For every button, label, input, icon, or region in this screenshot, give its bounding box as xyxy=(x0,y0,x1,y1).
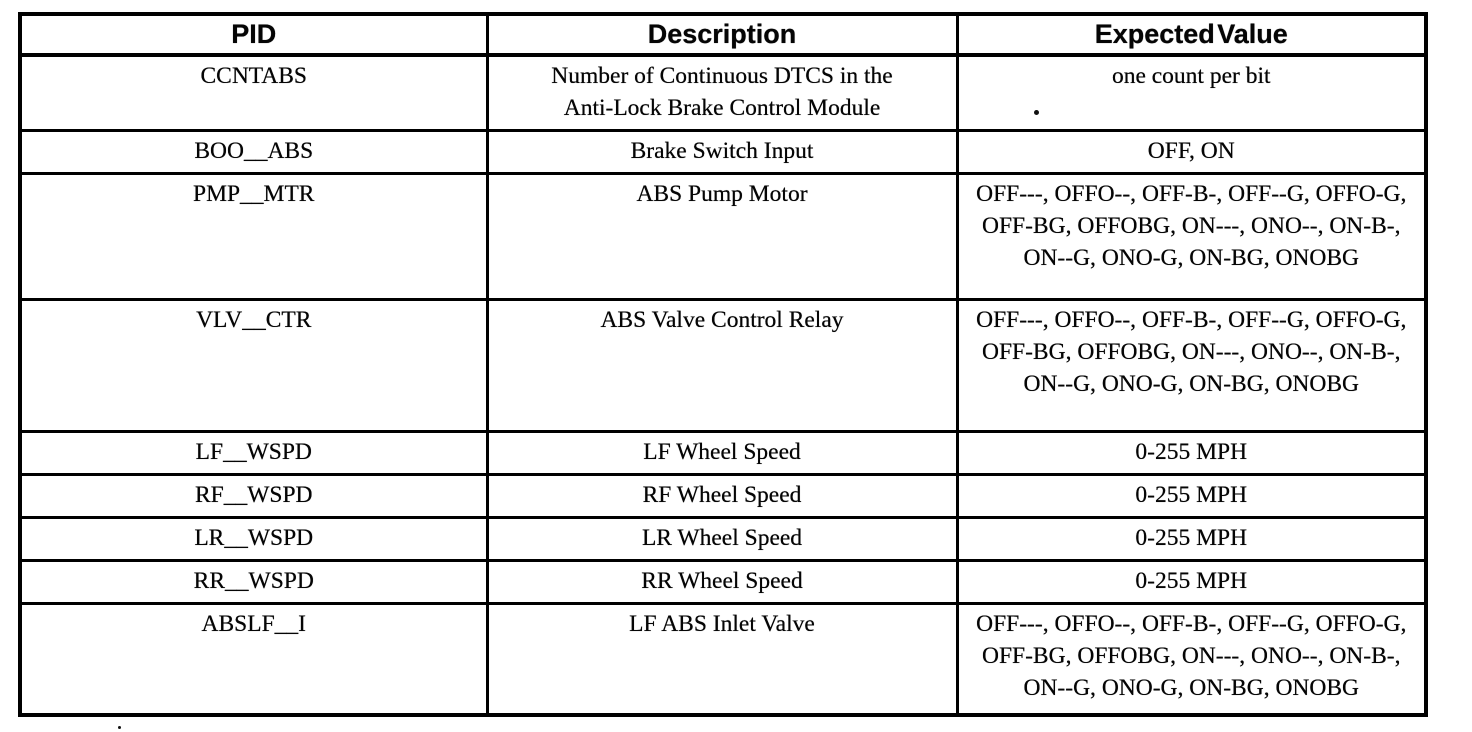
cell-expected-value: OFF, ON xyxy=(955,128,1428,175)
table-row: LF__WSPD LF Wheel Speed 0-255 MPH xyxy=(18,429,1428,476)
column-header-pid: PID xyxy=(18,12,489,57)
cell-expected-value: one count per bit xyxy=(955,53,1428,132)
cell-pid: ABSLF__I xyxy=(18,601,489,717)
cell-pid: RR__WSPD xyxy=(18,558,489,605)
scan-speckle xyxy=(118,726,121,729)
table-row: VLV__CTR ABS Valve Control Relay OFF---, O… xyxy=(18,297,1428,433)
cell-expected-value: OFF---, OFFO--, OFF-B-, OFF--G, OFFO-G, … xyxy=(955,601,1428,717)
cell-pid: RF__WSPD xyxy=(18,472,489,519)
scan-speckle xyxy=(1034,110,1039,115)
cell-description: LF Wheel Speed xyxy=(485,429,959,476)
cell-expected-value: 0-255 MPH xyxy=(955,429,1428,476)
cell-expected-value: 0-255 MPH xyxy=(955,472,1428,519)
table-row: RR__WSPD RR Wheel Speed 0-255 MPH xyxy=(18,558,1428,605)
table-row: CCNTABS Number of Continuous DTCS in the … xyxy=(18,53,1428,132)
table-row: RF__WSPD RF Wheel Speed 0-255 MPH xyxy=(18,472,1428,519)
cell-description: LF ABS Inlet Valve xyxy=(485,601,959,717)
table-row: LR__WSPD LR Wheel Speed 0-255 MPH xyxy=(18,515,1428,562)
cell-pid: LF__WSPD xyxy=(18,429,489,476)
cell-description: RR Wheel Speed xyxy=(485,558,959,605)
pid-table: PID Description Expected Value CCNTABS Nu… xyxy=(18,12,1428,718)
table-row: PMP__MTR ABS Pump Motor OFF---, OFFO--, OF… xyxy=(18,171,1428,301)
cell-expected-value: 0-255 MPH xyxy=(955,558,1428,605)
cell-description: ABS Pump Motor xyxy=(485,171,959,301)
column-header-expected-value: Expected Value xyxy=(955,12,1428,57)
column-header-description: Description xyxy=(485,12,959,57)
cell-description: Number of Continuous DTCS in the Anti-Lo… xyxy=(485,53,959,132)
cell-description: RF Wheel Speed xyxy=(485,472,959,519)
cell-description: Brake Switch Input xyxy=(485,128,959,175)
header-row: PID Description Expected Value xyxy=(18,12,1428,57)
cell-description: ABS Valve Control Relay xyxy=(485,297,959,433)
cell-expected-value: OFF---, OFFO--, OFF-B-, OFF--G, OFFO-G, … xyxy=(955,171,1428,301)
table-row: ABSLF__I LF ABS Inlet Valve OFF---, OFFO--… xyxy=(18,601,1428,717)
cell-pid: CCNTABS xyxy=(18,53,489,132)
cell-pid: BOO__ABS xyxy=(18,128,489,175)
cell-pid: PMP__MTR xyxy=(18,171,489,301)
table-row: BOO__ABS Brake Switch Input OFF, ON xyxy=(18,128,1428,175)
cell-description: LR Wheel Speed xyxy=(485,515,959,562)
cell-pid: LR__WSPD xyxy=(18,515,489,562)
cell-expected-value: OFF---, OFFO--, OFF-B-, OFF--G, OFFO-G, … xyxy=(955,297,1428,433)
cell-expected-value: 0-255 MPH xyxy=(955,515,1428,562)
cell-pid: VLV__CTR xyxy=(18,297,489,433)
